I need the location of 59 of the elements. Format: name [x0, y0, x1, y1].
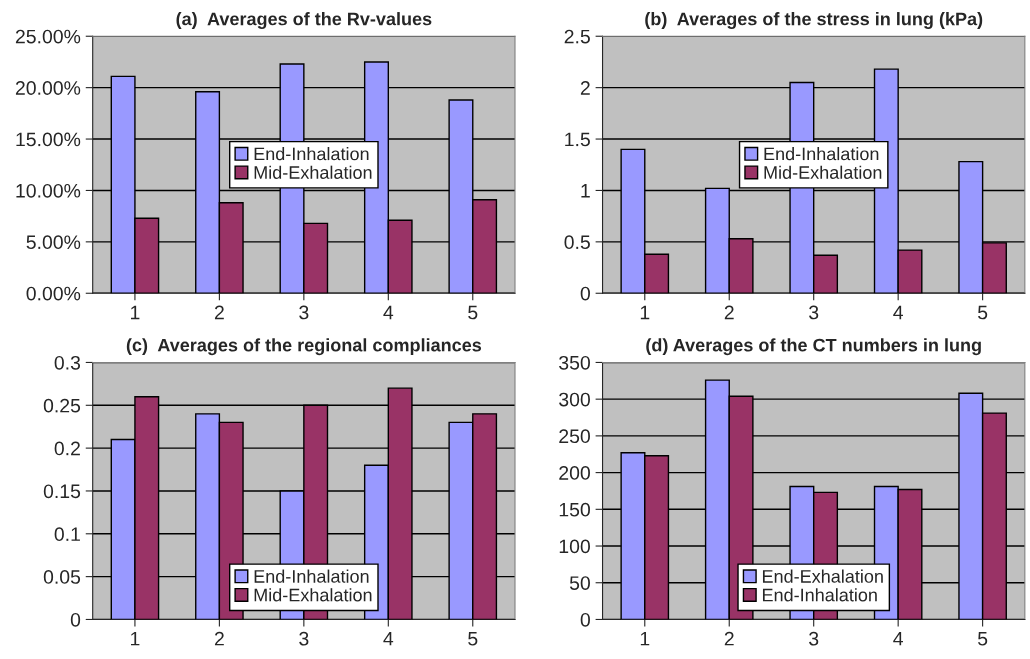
- x-tick-label: 1: [640, 305, 650, 320]
- y-tick-label: 0.00%: [26, 286, 81, 301]
- x-tick-label: 4: [383, 631, 394, 646]
- y-tick-label: 0.15: [43, 484, 81, 499]
- x-tick-label: 4: [893, 305, 903, 320]
- x-tick-label: 5: [468, 631, 478, 646]
- y-tick-label: 2.5: [564, 29, 590, 44]
- y-tick-label: 100: [559, 539, 590, 554]
- y-tick-label: 0: [580, 612, 590, 627]
- chart-title: (c) Averages of the regional compliances: [126, 338, 482, 356]
- x-tick-label: 2: [214, 631, 224, 646]
- y-tick-label: 0: [580, 286, 590, 301]
- x-tick-label: 5: [977, 631, 988, 646]
- y-tick-label: 10.00%: [16, 183, 81, 198]
- y-tick-label: 250: [559, 429, 590, 444]
- y-tick-label: 50: [569, 576, 590, 590]
- chart-title: (a) Averages of the Rv-values: [176, 12, 432, 29]
- y-tick-label: 0.5: [564, 235, 590, 250]
- legend-label: Mid-Exhalation: [254, 165, 372, 179]
- y-tick-label: 0.2: [54, 441, 80, 456]
- x-tick-label: 1: [131, 631, 140, 646]
- legend-label: End-Inhalation: [254, 569, 369, 583]
- x-tick-label: 5: [468, 305, 478, 320]
- x-tick-label: 2: [724, 305, 734, 320]
- y-tick-label: 350: [559, 355, 590, 370]
- x-tick-label: 3: [809, 305, 819, 320]
- legend-label: Mid-Exhalation: [764, 165, 882, 179]
- x-tick-label: 2: [214, 305, 224, 320]
- y-tick-label: 0.05: [43, 570, 81, 584]
- chart-title: (d) Averages of the CT numbers in lung: [646, 338, 981, 356]
- x-tick-label: 3: [809, 631, 819, 646]
- y-tick-label: 150: [559, 502, 590, 517]
- x-tick-label: 3: [299, 305, 309, 320]
- y-tick-label: 0.1: [54, 527, 80, 542]
- x-tick-label: 4: [383, 305, 394, 320]
- y-tick-label: 20.00%: [15, 81, 81, 95]
- legend-label: End-Inhalation: [254, 147, 369, 161]
- x-tick-label: 5: [977, 305, 988, 320]
- chart-title: (b) Averages of the stress in lung (kPa): [645, 12, 983, 29]
- y-tick-label: 0: [70, 612, 81, 627]
- y-tick-label: 1.5: [565, 132, 590, 147]
- y-tick-label: 200: [559, 466, 590, 480]
- y-tick-label: 0.25: [43, 398, 81, 413]
- legend-label: End-Inhalation: [762, 588, 877, 602]
- y-tick-label: 25.00%: [15, 29, 81, 44]
- y-tick-label: 300: [559, 392, 590, 407]
- legend-label: End-Inhalation: [764, 147, 879, 161]
- x-tick-label: 1: [640, 631, 650, 646]
- x-tick-label: 2: [724, 631, 734, 646]
- y-tick-label: 15.00%: [16, 132, 81, 147]
- legend-label: Mid-Exhalation: [254, 588, 372, 602]
- y-tick-label: 2: [580, 81, 590, 95]
- y-tick-label: 1: [581, 184, 590, 198]
- legend-label: End-Exhalation: [762, 569, 883, 583]
- x-tick-label: 4: [893, 631, 903, 646]
- y-tick-label: 0.3: [54, 355, 81, 370]
- y-tick-label: 5.00%: [26, 235, 81, 250]
- x-tick-label: 3: [299, 631, 309, 646]
- x-tick-label: 1: [131, 305, 140, 320]
